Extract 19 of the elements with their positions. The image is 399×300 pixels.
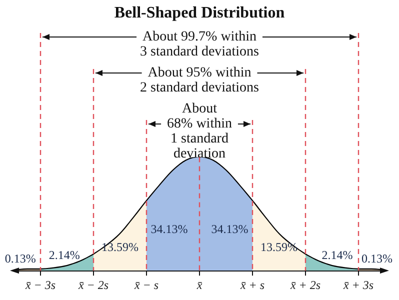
annotation: 0.13% bbox=[4, 251, 36, 266]
annotation: 34.13% bbox=[211, 222, 248, 236]
x-tick-label: x̄ − s bbox=[133, 278, 159, 292]
annotation: 34.13% bbox=[150, 222, 188, 236]
annotation: 2.14% bbox=[48, 248, 80, 262]
x-tick-label: x̄ + 2s bbox=[289, 278, 321, 292]
annotation: 13.59% bbox=[102, 240, 138, 254]
text: About 95% within 2 standard deviations bbox=[140, 66, 259, 96]
x-tick-label: x̄ + 3s bbox=[342, 278, 374, 292]
annotation: 0.13% bbox=[362, 251, 393, 266]
annotation: About 68% within 1 standard deviation bbox=[167, 102, 232, 162]
x-tick-label: x̄ + s bbox=[239, 278, 265, 292]
text: About 99.7% within 3 standard deviations bbox=[140, 30, 259, 60]
x-tick-label: x̄ bbox=[196, 278, 203, 292]
annotation: 2.14% bbox=[322, 248, 353, 262]
chart-title: Bell-Shaped Distribution bbox=[114, 4, 285, 22]
x-tick-label: x̄ − 2s bbox=[77, 278, 109, 292]
annotation: 13.59% bbox=[260, 240, 298, 254]
x-tick-label: x̄ − 3s bbox=[24, 278, 56, 292]
